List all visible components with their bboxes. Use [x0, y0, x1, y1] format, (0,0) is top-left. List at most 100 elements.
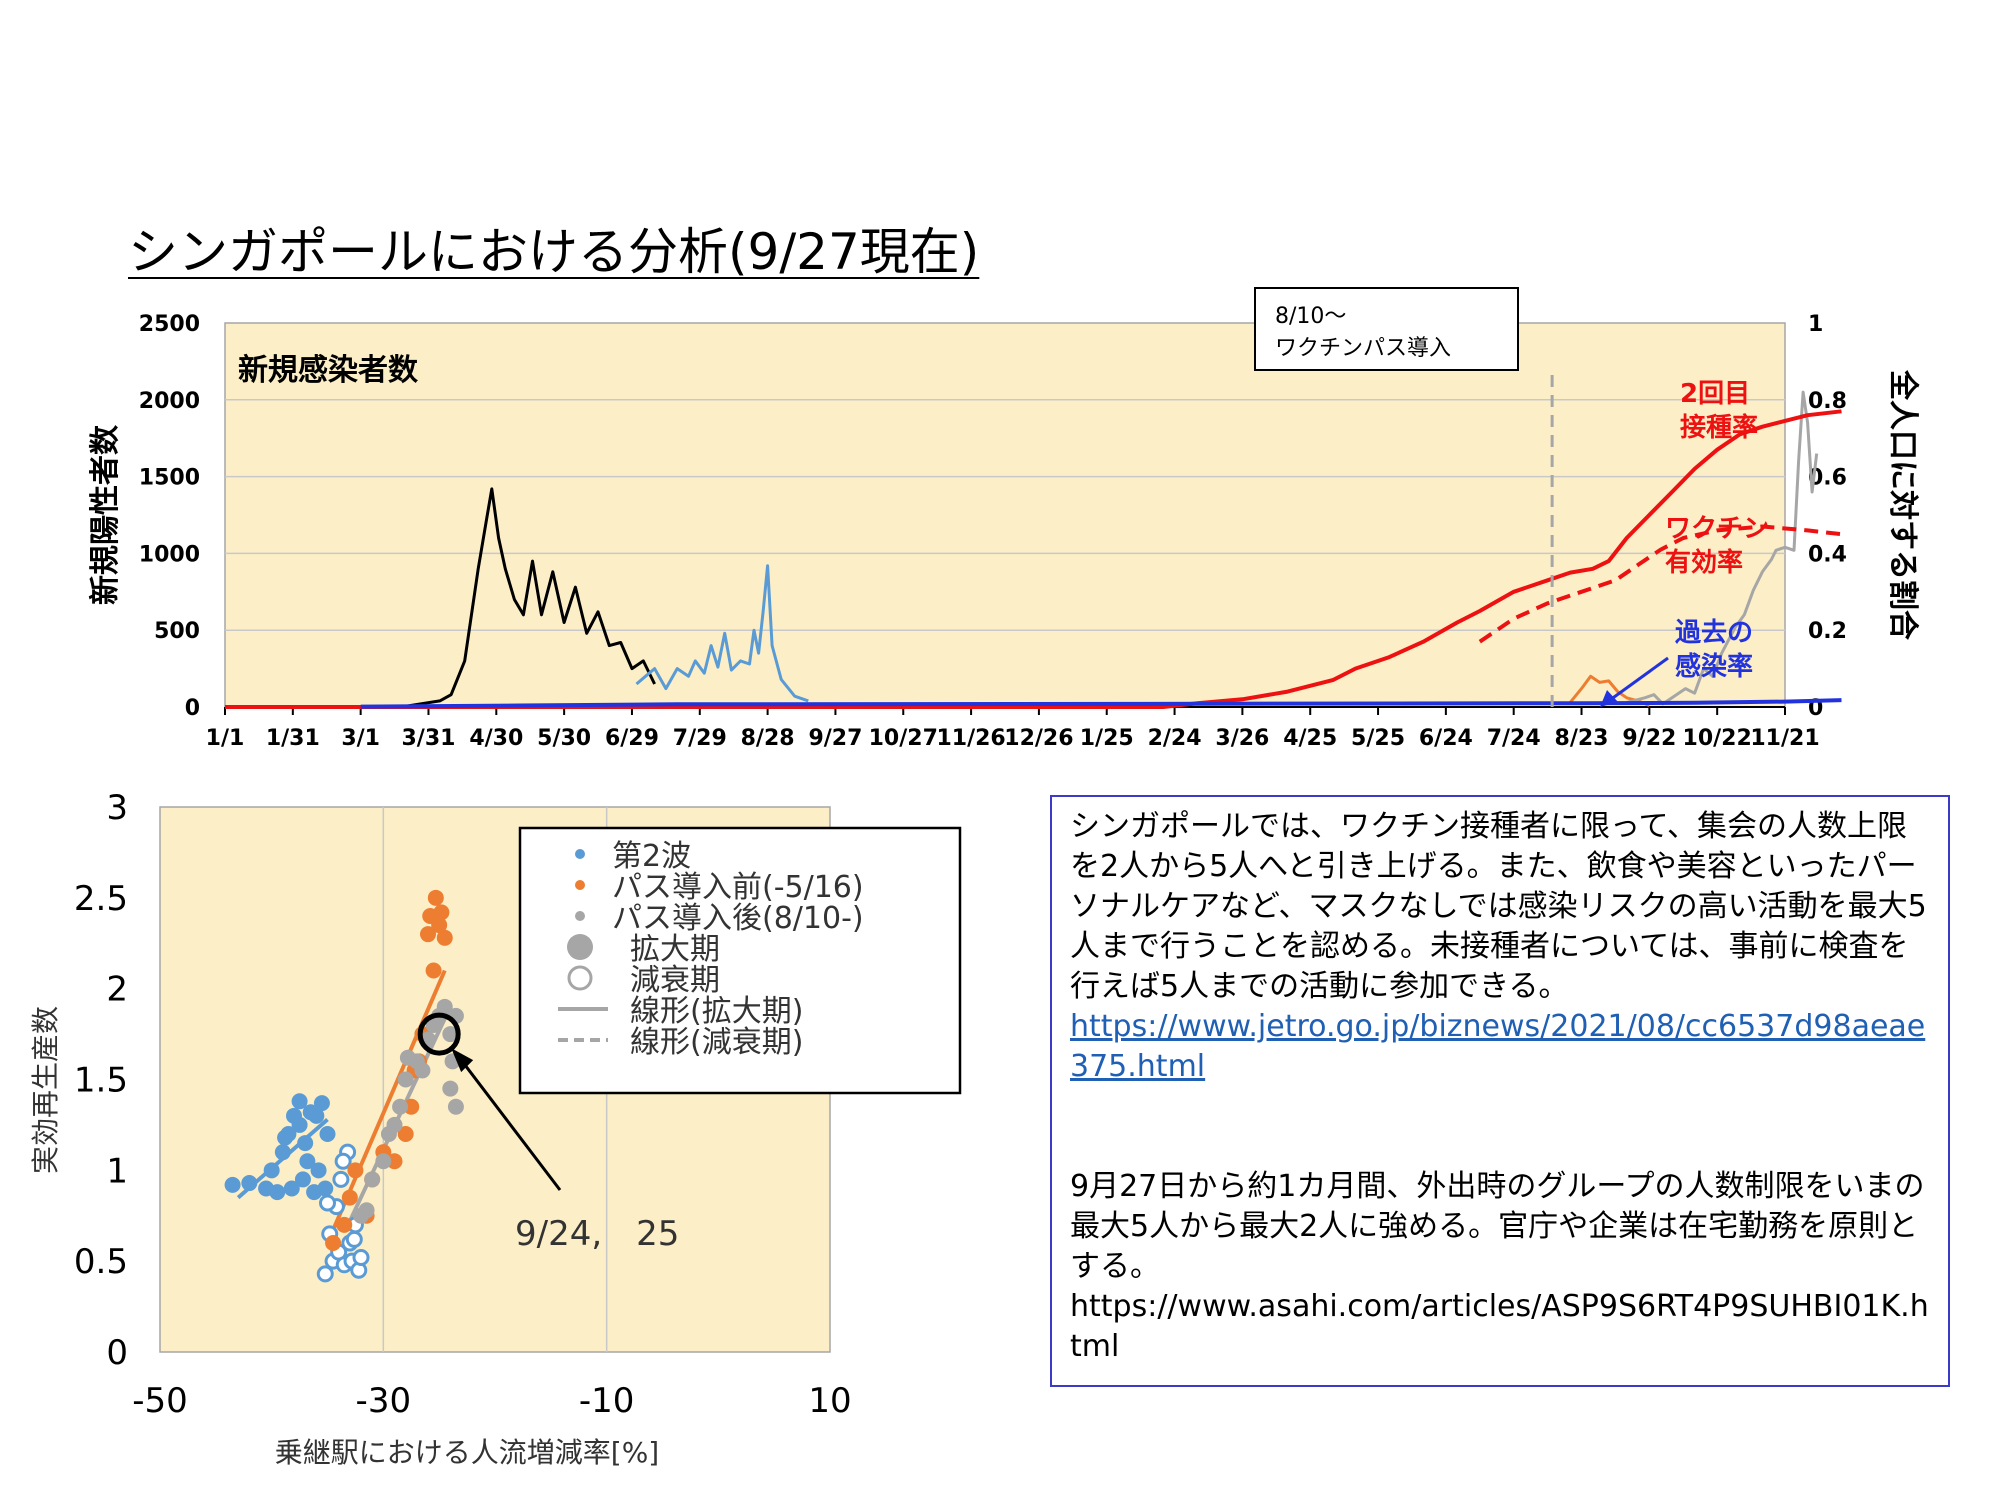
note-para1: シンガポールでは、ワクチン接種者に限って、集会の人数上限を2人から5人へと引き上…	[1070, 809, 1927, 1004]
annotation-vaccine-l1: ワクチン	[1665, 514, 1769, 544]
annotation-2nd-dose-l1: 2回目	[1680, 379, 1750, 409]
scatter-point	[269, 1184, 286, 1201]
x-tick-label: 9/22	[1622, 726, 1676, 751]
legend-marker	[567, 934, 593, 960]
x-tick-label: 2/24	[1148, 726, 1202, 751]
scatter-y-tick-label: 2.5	[74, 879, 128, 919]
scatter-point	[291, 1093, 308, 1110]
x-tick-label: 1/31	[266, 726, 320, 751]
asahi-url: https://www.asahi.com/articles/ASP9S6RT4…	[1070, 1289, 1929, 1364]
scatter-x-tick-label: -10	[579, 1381, 635, 1421]
scatter-y-tick-label: 2	[106, 970, 128, 1010]
x-tick-label: 7/29	[673, 726, 727, 751]
scatter-y-tick-label: 0	[106, 1333, 128, 1373]
note-para2: 9月27日から約1カ月間、外出時のグループの人数制限をいまの最大5人から最大2人…	[1070, 1169, 1925, 1284]
scatter-x-tick-label: 10	[808, 1381, 851, 1421]
x-tick-label: 4/25	[1283, 726, 1337, 751]
scatter-point	[427, 889, 444, 906]
y-tick-label: 1500	[139, 466, 200, 491]
annotation-past-l2: 感染率	[1675, 651, 1753, 682]
callout-line2: ワクチンパス導入	[1275, 336, 1451, 361]
callout-line1: 8/10～	[1275, 304, 1346, 329]
annotation-vaccine-l2: 有効率	[1665, 547, 1743, 578]
annotation-2nd-dose-l2: 接種率	[1680, 412, 1758, 443]
series-line-5	[1478, 524, 1842, 644]
scatter-point	[420, 926, 436, 943]
y2-axis-label: 全人口に対する割合	[1885, 369, 1920, 640]
scatter-point-open	[332, 1170, 350, 1188]
scatter-point-open	[319, 1194, 336, 1212]
x-tick-label: 6/29	[605, 726, 659, 751]
legend-marker	[575, 880, 585, 890]
scatter-point	[414, 1062, 431, 1079]
y2-tick-label: 0.4	[1808, 542, 1847, 567]
y-axis-ticks: 2500 2000 1500 1000 500 0	[139, 312, 200, 721]
callout-box	[1254, 287, 1519, 371]
scatter-point	[283, 1180, 300, 1197]
scatter-point	[317, 1180, 334, 1197]
legend-box	[518, 826, 962, 1095]
scatter-point	[375, 1153, 392, 1170]
x-tick-label: 1/25	[1080, 726, 1134, 751]
x-tick-label: 9/27	[808, 726, 862, 751]
series-line-4	[225, 409, 1842, 709]
note-box: シンガポールでは、ワクチン接種者に限って、集会の人数上限を2人から5人へと引き上…	[1050, 795, 1950, 1387]
y2-tick-label: 0.2	[1808, 619, 1847, 644]
scatter-y-tick-label: 3	[106, 788, 128, 828]
scatter-point	[380, 1126, 397, 1142]
scatter-point	[291, 1116, 308, 1133]
annotation-past-arrowhead	[1600, 690, 1618, 707]
jetro-link[interactable]: https://www.jetro.go.jp/biznews/2021/08/…	[1070, 1009, 1926, 1084]
x-tick-label: 10/27	[869, 726, 938, 751]
scatter-point	[308, 1107, 325, 1124]
inner-title: 新規感染者数	[238, 353, 419, 388]
highlight-circle	[417, 1012, 461, 1056]
scatter-legend: 第2波パス導入前(-5/16)パス導入後(8/10-)拡大期減衰期線形(拡大期)…	[518, 826, 962, 1095]
scatter-point	[358, 1202, 375, 1219]
scatter-point	[397, 1126, 414, 1142]
x-axis-ticks: 1/1 1/31 3/1 3/31 4/30 5/30 6/29 7/29 8/28 9/27 10…	[206, 706, 1820, 751]
scatter-point-open	[345, 1230, 363, 1248]
y2-tick-label: 1	[1808, 312, 1823, 337]
x-tick-label: 8/23	[1555, 726, 1609, 751]
scatter-point	[386, 1153, 403, 1170]
scatter-point	[294, 1171, 311, 1188]
series-line-1	[635, 564, 809, 703]
legend-label: パス導入前(-5/16)	[612, 870, 864, 905]
x-tick-label: 5/25	[1351, 726, 1405, 751]
legend-label: 第2波	[612, 839, 691, 874]
annotation-past-arrow	[1609, 656, 1669, 702]
highlight-arrowhead	[451, 1048, 474, 1073]
scatter-point	[425, 962, 442, 979]
annotation-past-l1: 過去の	[1675, 618, 1753, 648]
scatter-point	[319, 1126, 336, 1142]
scatter-x-tick-label: -30	[356, 1381, 412, 1421]
legend-label: パス導入後(8/10-)	[612, 901, 864, 936]
series-line-3	[1626, 390, 1819, 706]
scatter-point	[442, 1026, 459, 1043]
x-tick-label: 10/22	[1683, 726, 1752, 751]
y-tick-label: 2000	[139, 389, 200, 414]
legend-label: 線形(拡大期)	[630, 994, 803, 1029]
y-tick-label: 1000	[139, 542, 200, 567]
gridlines	[225, 399, 1785, 631]
scatter-point	[277, 1129, 294, 1146]
scatter-point-open	[352, 1249, 370, 1267]
scatter-y-tick-label: 1	[106, 1151, 128, 1191]
scatter-x-label: 乗継駅における人流増減率[%]	[275, 1436, 659, 1469]
series-line-0	[360, 487, 656, 709]
scatter-point	[347, 1162, 364, 1179]
scatter-point	[241, 1175, 258, 1192]
scatter-point	[325, 1235, 342, 1251]
scatter-point	[336, 1216, 353, 1233]
scatter-point-open	[316, 1265, 334, 1283]
scatter-point	[436, 929, 453, 946]
scatter-point	[364, 1171, 381, 1188]
scatter-point	[442, 1080, 459, 1097]
scatter-point	[263, 1162, 280, 1179]
legend-label: 減衰期	[630, 963, 720, 998]
scatter-chart: 3 2.5 2 1.5 1 0.5 0 -50 -30 -10 10 乗継駅における人流増減率[%…	[29, 788, 962, 1469]
scatter-point-open	[334, 1152, 352, 1170]
scatter-y-label: 実効再生産数	[29, 1006, 62, 1174]
scatter-point	[403, 1098, 420, 1115]
